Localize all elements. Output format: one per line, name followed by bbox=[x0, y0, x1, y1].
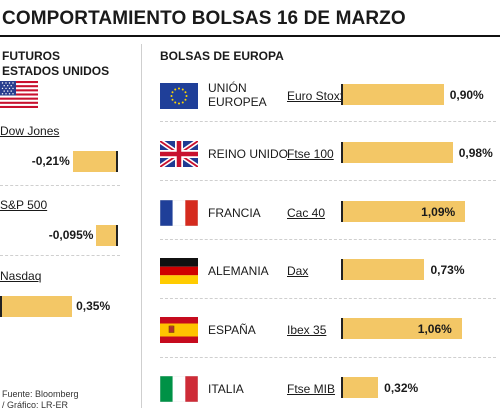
eu-country-label: FRANCIA bbox=[208, 206, 261, 220]
us-value-label: 0,35% bbox=[76, 299, 111, 313]
eu-bar bbox=[342, 377, 379, 398]
source-note: Fuente: Bloomberg / Gráfico: LR-ER bbox=[2, 389, 79, 411]
eu-index-name: Euro Stoxx bbox=[287, 89, 346, 103]
source-line2: / Gráfico: LR-ER bbox=[2, 400, 69, 410]
title-rule bbox=[0, 35, 500, 37]
us-row: Dow Jones -0,21% bbox=[0, 124, 120, 180]
us-section-heading: FUTUROS ESTADOS UNIDOS bbox=[2, 49, 109, 79]
italy-flag-icon bbox=[160, 376, 198, 402]
bar-baseline bbox=[116, 225, 118, 246]
us-bar bbox=[96, 225, 116, 246]
eu-row: UNIÓN EUROPEA Euro Stoxx 0,90% bbox=[160, 81, 496, 113]
eu-value-label: 0,98% bbox=[458, 146, 493, 160]
eu-country-label: UNIÓN EUROPEA bbox=[208, 81, 267, 109]
bar-baseline bbox=[341, 259, 343, 280]
eu-index-name: Ibex 35 bbox=[287, 323, 327, 337]
eu-value-label: 0,32% bbox=[384, 381, 419, 395]
us-value-label: -0,095% bbox=[48, 228, 94, 242]
eu-row-separator bbox=[160, 180, 496, 181]
eu-row: ITALIA Ftse MIB 0,32% bbox=[160, 376, 496, 406]
eu-flag-icon bbox=[160, 83, 198, 109]
bar-baseline bbox=[341, 318, 343, 339]
us-row-separator bbox=[0, 185, 120, 186]
france-flag-icon bbox=[160, 200, 198, 226]
us-bar bbox=[0, 296, 73, 317]
eu-row-separator bbox=[160, 357, 496, 358]
eu-country-label: ITALIA bbox=[208, 382, 244, 396]
eu-bar bbox=[342, 201, 466, 222]
column-divider bbox=[141, 44, 142, 408]
eu-bar bbox=[342, 318, 462, 339]
eu-index-name: Cac 40 bbox=[287, 206, 326, 220]
eu-row: REINO UNIDO Ftse 100 0,98% bbox=[160, 141, 496, 171]
eu-country-label: ESPAÑA bbox=[208, 323, 256, 337]
bar-baseline bbox=[0, 296, 2, 317]
source-line1: Fuente: Bloomberg bbox=[2, 389, 79, 399]
germany-flag-icon bbox=[160, 258, 198, 284]
us-row: S&P 500 -0,095% bbox=[0, 198, 120, 254]
eu-index-name: Ftse MIB bbox=[287, 382, 336, 396]
chart-title: COMPORTAMIENTO BOLSAS 16 DE MARZO bbox=[2, 8, 406, 29]
us-flag-icon bbox=[0, 81, 38, 108]
eu-bar bbox=[342, 84, 444, 105]
eu-country-label: ALEMANIA bbox=[208, 264, 269, 278]
us-value-label: -0,21% bbox=[31, 154, 70, 168]
eu-row: FRANCIA Cac 40 1,09% bbox=[160, 200, 496, 230]
eu-row-separator bbox=[160, 239, 496, 240]
eu-row-separator bbox=[160, 298, 496, 299]
eu-value-label: 1,09% bbox=[421, 205, 456, 219]
us-row-separator bbox=[0, 255, 120, 256]
us-index-name: S&P 500 bbox=[0, 198, 48, 212]
eu-row: ALEMANIA Dax 0,73% bbox=[160, 258, 496, 288]
bar-baseline bbox=[116, 151, 118, 172]
us-heading-line2: ESTADOS UNIDOS bbox=[2, 64, 110, 78]
bar-baseline bbox=[341, 84, 343, 105]
eu-index-name: Ftse 100 bbox=[287, 147, 334, 161]
eu-index-name: Dax bbox=[287, 264, 309, 278]
spain-flag-icon bbox=[160, 317, 198, 343]
europe-section-heading: BOLSAS DE EUROPA bbox=[160, 49, 284, 63]
us-index-name: Nasdaq bbox=[0, 269, 42, 283]
eu-value-label: 0,73% bbox=[430, 263, 465, 277]
eu-value-label: 1,06% bbox=[417, 322, 452, 336]
eu-value-label: 0,90% bbox=[449, 88, 484, 102]
us-bar bbox=[72, 151, 116, 172]
eu-row-separator bbox=[160, 121, 496, 122]
us-heading-line1: FUTUROS bbox=[2, 49, 60, 63]
us-row: Nasdaq 0,35% bbox=[0, 269, 120, 325]
bar-baseline bbox=[341, 377, 343, 398]
eu-country-label: REINO UNIDO bbox=[208, 147, 289, 161]
us-index-name: Dow Jones bbox=[0, 124, 60, 138]
eu-bar bbox=[342, 142, 453, 163]
eu-bar bbox=[342, 259, 425, 280]
bar-baseline bbox=[341, 201, 343, 222]
bar-baseline bbox=[341, 142, 343, 163]
eu-row: ESPAÑA Ibex 35 1,06% bbox=[160, 317, 496, 347]
uk-flag-icon bbox=[160, 141, 198, 167]
